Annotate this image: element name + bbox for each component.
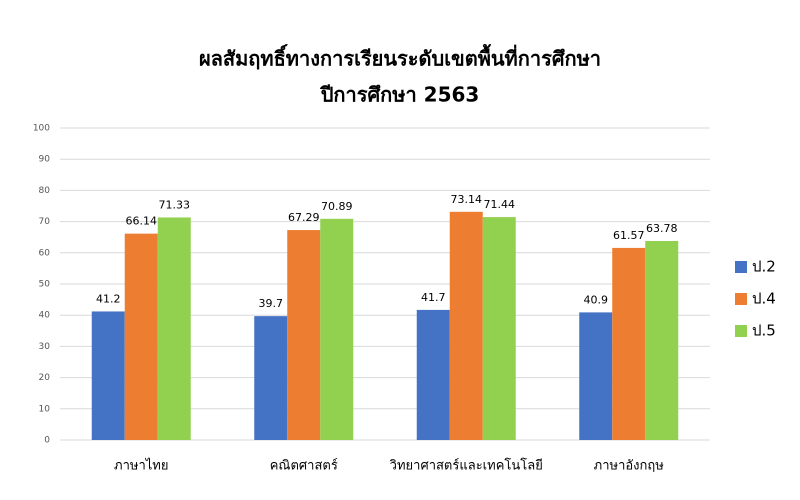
y-tick-label: 100	[33, 124, 50, 134]
bar	[449, 211, 483, 440]
legend-swatch	[735, 325, 747, 337]
y-tick-label: 70	[39, 217, 51, 227]
y-tick-label: 0	[44, 436, 50, 446]
bar	[91, 311, 125, 440]
y-tick-label: 10	[39, 404, 51, 414]
bar	[416, 309, 450, 440]
legend-label: ป.2	[752, 258, 776, 276]
legend-swatch	[735, 293, 747, 305]
value-label: 61.57	[613, 229, 645, 242]
bar	[612, 247, 646, 440]
value-label: 41.2	[96, 292, 121, 305]
x-tick-label: วิทยาศาสตร์และเทคโนโลยี	[389, 458, 543, 474]
value-label: 63.78	[646, 222, 678, 235]
y-tick-label: 60	[39, 248, 51, 258]
bar	[124, 233, 158, 440]
y-tick-label: 80	[39, 186, 51, 196]
y-tick-label: 40	[39, 311, 51, 321]
value-label: 40.9	[584, 293, 609, 306]
value-label: 71.44	[484, 198, 516, 211]
chart-subtitle: ปีการศึกษา 2563	[319, 83, 479, 107]
y-tick-label: 50	[39, 280, 51, 290]
y-tick-label: 90	[39, 155, 51, 165]
x-tick-label: คณิตศาสตร์	[270, 458, 338, 474]
value-label: 67.29	[288, 211, 320, 224]
value-label: 39.7	[259, 297, 284, 310]
bar	[482, 217, 516, 440]
value-label: 70.89	[321, 200, 353, 213]
value-label: 66.14	[126, 215, 158, 228]
bar	[157, 217, 191, 440]
legend-label: ป.5	[752, 322, 776, 340]
chart-title: ผลสัมฤทธิ์ทางการเรียนระดับเขตพื้นที่การศ…	[199, 44, 601, 71]
bar	[287, 230, 321, 440]
y-tick-label: 30	[39, 342, 51, 352]
bar	[320, 218, 354, 440]
value-label: 41.7	[421, 291, 446, 304]
bar	[254, 316, 288, 440]
x-tick-label: ภาษาไทย	[114, 458, 168, 474]
y-tick-label: 20	[39, 373, 51, 383]
value-label: 71.33	[159, 198, 191, 211]
value-label: 73.14	[451, 193, 483, 206]
bar	[645, 241, 679, 440]
legend-swatch	[735, 261, 747, 273]
legend-label: ป.4	[752, 290, 776, 308]
bar	[579, 312, 613, 440]
x-tick-label: ภาษาอังกฤษ	[594, 459, 665, 474]
